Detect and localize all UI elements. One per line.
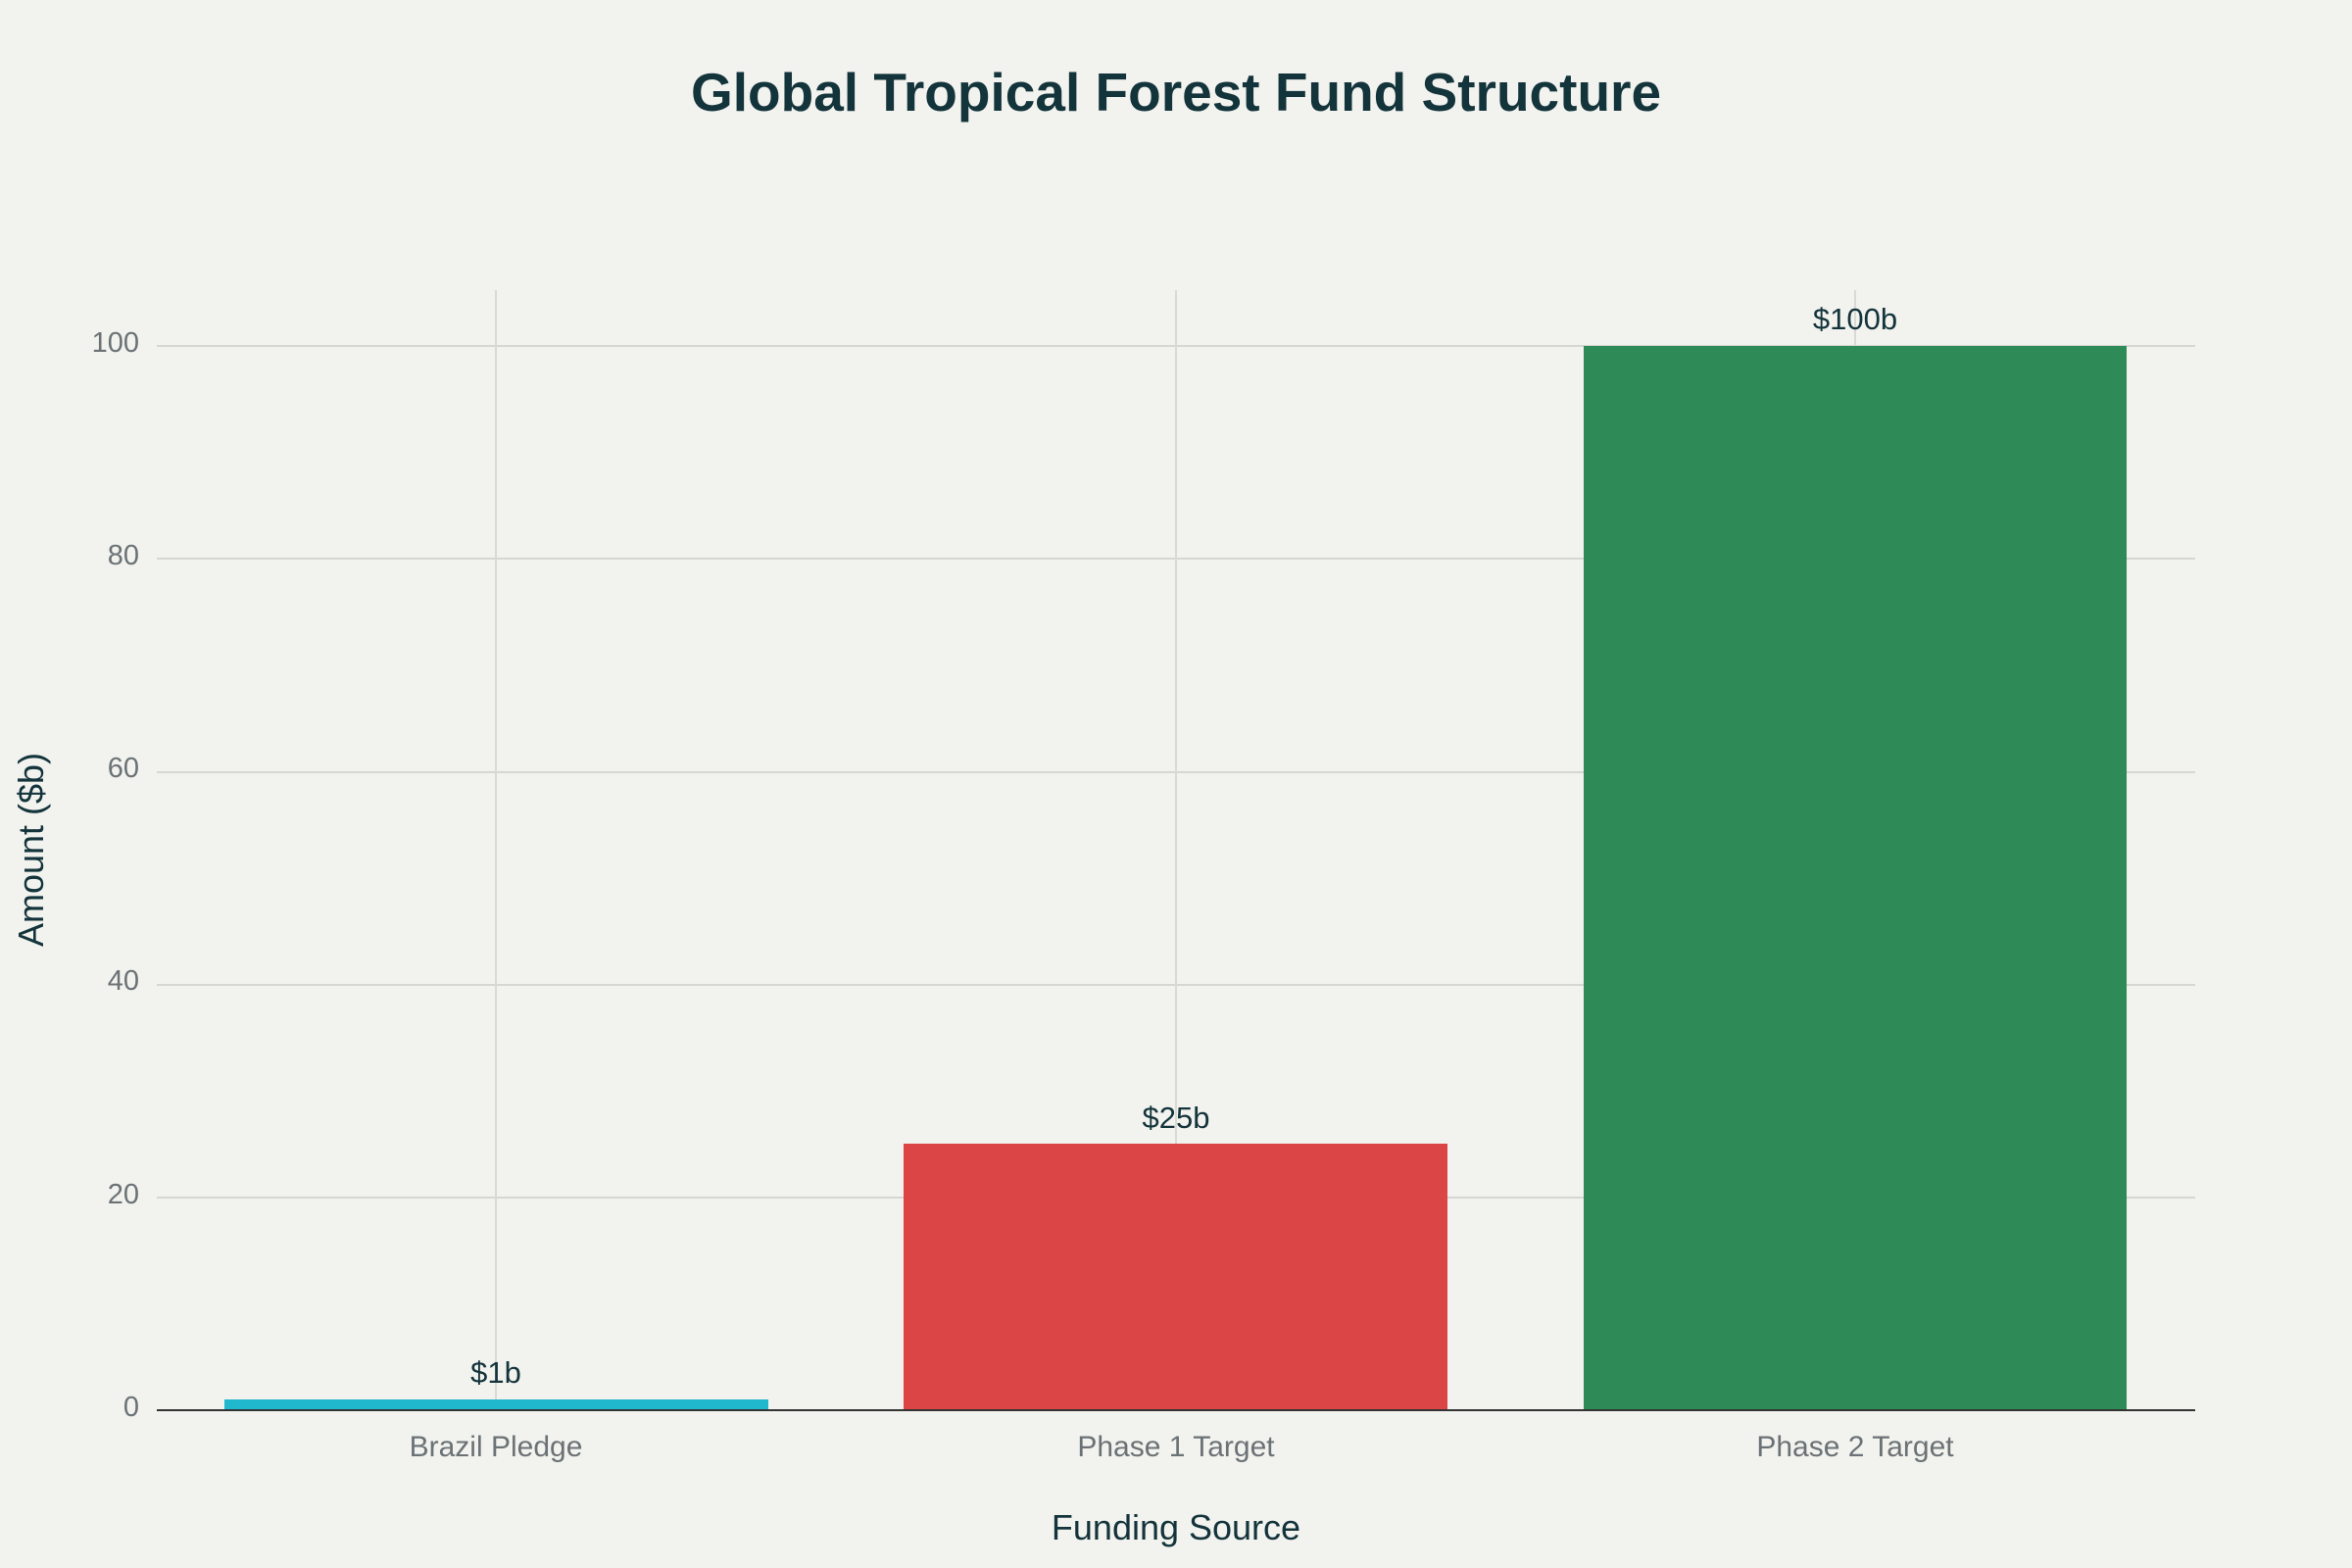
bar-label-brazil-pledge: $1b (470, 1355, 521, 1390)
chart-title: Global Tropical Forest Fund Structure (690, 62, 1662, 122)
x-tick-brazil-pledge: Brazil Pledge (409, 1431, 583, 1463)
x-axis-line (157, 1409, 2195, 1411)
bar-label-phase-1-target: $25b (1142, 1101, 1210, 1135)
y-tick-40: 40 (107, 965, 139, 997)
bar-brazil-pledge[interactable] (224, 1399, 768, 1410)
y-tick-100: 100 (91, 327, 139, 359)
gridline-x-0 (495, 290, 497, 1410)
y-tick-60: 60 (107, 753, 139, 784)
bar-phase-2-target[interactable] (1584, 346, 2127, 1410)
y-axis-label: Amount ($b) (11, 752, 51, 948)
bar-label-phase-2-target: $100b (1812, 302, 1898, 336)
x-tick-phase-1-target: Phase 1 Target (1077, 1431, 1275, 1463)
y-tick-20: 20 (107, 1179, 139, 1210)
x-tick-phase-2-target: Phase 2 Target (1756, 1431, 1954, 1463)
y-tick-0: 0 (122, 1392, 139, 1423)
bar-phase-1-target[interactable] (904, 1144, 1447, 1410)
y-tick-80: 80 (107, 540, 139, 571)
gridline-x-1 (1175, 290, 1177, 1410)
x-axis-label: Funding Source (1051, 1507, 1301, 1547)
